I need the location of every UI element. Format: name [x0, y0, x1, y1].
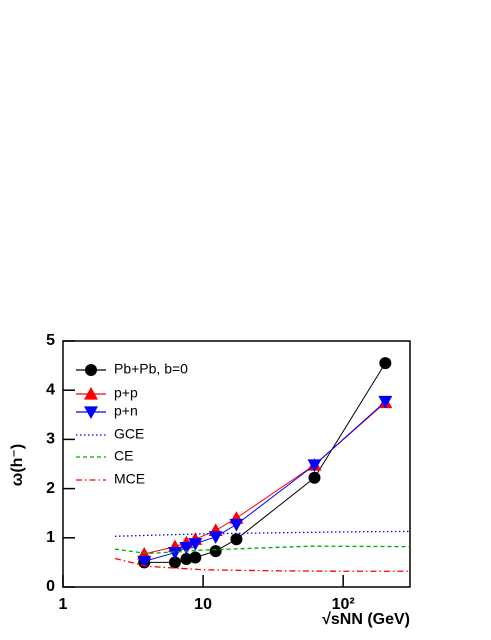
point — [378, 395, 393, 409]
y-tick-label: 2 — [46, 480, 55, 497]
legend-label: MCE — [114, 471, 145, 487]
point — [189, 551, 202, 564]
point — [229, 518, 244, 532]
legend-label: p+p — [114, 385, 138, 401]
legend-marker — [84, 406, 98, 419]
series-line — [144, 362, 386, 563]
legend-marker — [84, 387, 98, 400]
legend-marker — [85, 364, 97, 376]
point — [307, 459, 322, 472]
y-tick-label: 0 — [46, 578, 55, 595]
legend-label: Pb+Pb, b=0 — [114, 361, 188, 377]
point — [168, 556, 181, 569]
point — [137, 555, 152, 569]
x-tick-label: 10² — [332, 596, 355, 613]
point — [209, 545, 222, 558]
x-tick-label: 10 — [194, 596, 212, 613]
legend-label: p+n — [114, 403, 138, 419]
y-tick-label: 4 — [46, 381, 55, 398]
point — [308, 471, 321, 484]
series-line — [114, 530, 411, 537]
y-axis-label: ω(h⁻) — [9, 444, 26, 486]
point — [180, 552, 193, 565]
series-line — [144, 402, 386, 555]
y-tick-label: 1 — [46, 529, 55, 546]
series-line — [114, 545, 411, 555]
series-line — [144, 401, 386, 562]
legend-label: GCE — [114, 426, 144, 442]
series-line — [114, 557, 410, 572]
point — [179, 542, 194, 555]
y-tick-label: 3 — [46, 431, 55, 448]
point — [188, 538, 203, 551]
legend-label: CE — [114, 448, 133, 464]
plot-frame — [62, 340, 411, 588]
point — [167, 546, 182, 560]
y-tick-label: 5 — [46, 332, 55, 349]
x-axis-label: √sNN (GeV) — [322, 611, 410, 628]
x-tick-label: 1 — [59, 596, 68, 613]
point — [230, 533, 243, 546]
point — [379, 357, 392, 370]
